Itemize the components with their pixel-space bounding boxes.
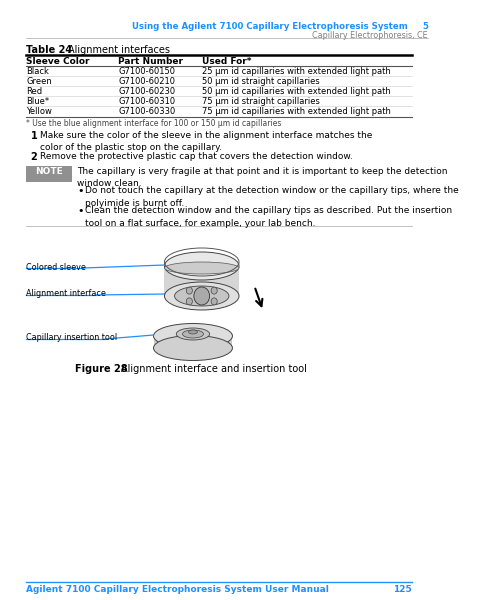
Text: Green: Green — [26, 77, 52, 86]
Text: Yellow: Yellow — [26, 107, 52, 116]
Bar — [164, 266, 239, 296]
Text: Do not touch the capillary at the detection window or the capillary tips, where : Do not touch the capillary at the detect… — [85, 186, 459, 208]
Text: NOTE: NOTE — [35, 167, 63, 176]
Ellipse shape — [164, 282, 239, 310]
Text: Using the Agilent 7100 Capillary Electrophoresis System: Using the Agilent 7100 Capillary Electro… — [132, 22, 408, 31]
Ellipse shape — [182, 330, 204, 338]
Text: Agilent 7100 Capillary Electrophoresis System User Manual: Agilent 7100 Capillary Electrophoresis S… — [26, 585, 329, 594]
Ellipse shape — [188, 330, 198, 334]
Text: G7100-60310: G7100-60310 — [118, 97, 176, 106]
Text: Used For*: Used For* — [202, 57, 251, 66]
Text: Clean the detection window and the capillary tips as described. Put the insertio: Clean the detection window and the capil… — [85, 206, 452, 227]
Ellipse shape — [164, 252, 239, 280]
Circle shape — [186, 287, 192, 294]
Text: Capillary insertion tool: Capillary insertion tool — [26, 334, 118, 343]
Ellipse shape — [154, 323, 232, 349]
Ellipse shape — [164, 262, 239, 274]
Ellipse shape — [154, 335, 232, 361]
Ellipse shape — [174, 286, 229, 306]
Text: Remove the protective plastic cap that covers the detection window.: Remove the protective plastic cap that c… — [40, 152, 353, 161]
Text: •: • — [77, 186, 84, 196]
Text: Alignment interface and insertion tool: Alignment interface and insertion tool — [121, 364, 307, 374]
Text: 1: 1 — [30, 131, 38, 141]
Text: G7100-60230: G7100-60230 — [118, 87, 176, 96]
Circle shape — [211, 298, 217, 305]
Text: Sleeve Color: Sleeve Color — [26, 57, 90, 66]
Text: 125: 125 — [394, 585, 412, 594]
Text: Table 24: Table 24 — [26, 45, 72, 55]
Ellipse shape — [176, 328, 210, 340]
Circle shape — [186, 298, 192, 305]
Text: Colored sleeve: Colored sleeve — [26, 263, 86, 271]
Text: 50 μm id straight capillaries: 50 μm id straight capillaries — [202, 77, 320, 86]
Text: Figure 28: Figure 28 — [74, 364, 127, 374]
Text: •: • — [77, 206, 84, 216]
Text: Part Number: Part Number — [118, 57, 184, 66]
Text: G7100-60330: G7100-60330 — [118, 107, 176, 116]
Circle shape — [194, 287, 210, 305]
Text: Red: Red — [26, 87, 42, 96]
Text: Capillary Electrophoresis, CE: Capillary Electrophoresis, CE — [312, 31, 428, 40]
Text: Alignment interfaces: Alignment interfaces — [68, 45, 170, 55]
Text: The capillary is very fragile at that point and it is important to keep the dete: The capillary is very fragile at that po… — [77, 167, 448, 188]
Text: 2: 2 — [30, 152, 38, 162]
FancyBboxPatch shape — [26, 166, 72, 182]
Text: 75 μm id straight capillaries: 75 μm id straight capillaries — [202, 97, 320, 106]
Bar — [154, 336, 232, 348]
Text: 5: 5 — [422, 22, 428, 31]
Text: 50 μm id capillaries with extended light path: 50 μm id capillaries with extended light… — [202, 87, 390, 96]
Text: G7100-60150: G7100-60150 — [118, 67, 176, 76]
Text: 25 μm id capillaries with extended light path: 25 μm id capillaries with extended light… — [202, 67, 390, 76]
Text: 75 μm id capillaries with extended light path: 75 μm id capillaries with extended light… — [202, 107, 390, 116]
Text: G7100-60210: G7100-60210 — [118, 77, 176, 86]
Text: Black: Black — [26, 67, 49, 76]
Circle shape — [211, 287, 217, 294]
Text: Alignment interface: Alignment interface — [26, 289, 106, 298]
Text: Blue*: Blue* — [26, 97, 50, 106]
Text: Make sure the color of the sleeve in the alignment interface matches the
color o: Make sure the color of the sleeve in the… — [40, 131, 372, 152]
Text: * Use the blue alignment interface for 100 or 150 μm id capillaries: * Use the blue alignment interface for 1… — [26, 119, 281, 128]
